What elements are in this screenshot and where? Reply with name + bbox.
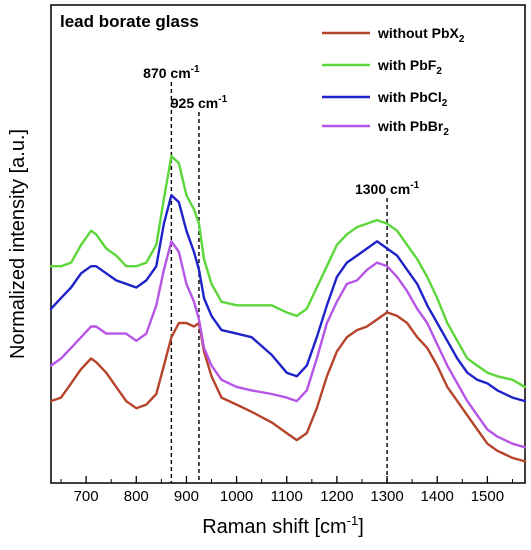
plot-frame bbox=[50, 4, 526, 484]
x-axis-title-end: ] bbox=[358, 516, 364, 538]
x-axis-title-text: Raman shift [cm bbox=[202, 516, 346, 538]
legend-label: with PbF2 bbox=[377, 57, 442, 77]
x-tick-label: 1300 bbox=[370, 488, 403, 505]
series-line-3 bbox=[49, 240, 527, 449]
x-axis-title-sup: -1 bbox=[347, 513, 359, 528]
x-tick-label: 700 bbox=[74, 488, 99, 505]
annotation-label: 925 cm-1 bbox=[171, 94, 228, 111]
x-axis-ticks: 700 800 900 1000 1100 1200 1300 1400 1500 bbox=[60, 476, 513, 505]
legend-label-text: with PbCl bbox=[377, 89, 442, 105]
x-tick-label: 1000 bbox=[220, 488, 253, 505]
x-tick-label: 1200 bbox=[320, 488, 353, 505]
annotation-label-sup: -1 bbox=[191, 64, 200, 75]
legend-label-text: with PbF bbox=[377, 57, 437, 73]
annotation-label-text: 925 cm bbox=[171, 95, 218, 111]
chart-title: lead borate glass bbox=[60, 12, 199, 31]
legend-label-sub: 2 bbox=[442, 98, 448, 109]
series-line-1 bbox=[49, 154, 527, 389]
x-tick-label: 900 bbox=[174, 488, 199, 505]
series-layer bbox=[49, 154, 527, 463]
legend-label: with PbCl2 bbox=[377, 89, 448, 109]
x-tick-label: 1400 bbox=[421, 488, 454, 505]
series-line-2 bbox=[49, 194, 527, 403]
legend-label-sub: 2 bbox=[443, 127, 449, 138]
legend-label-sub: 2 bbox=[436, 66, 442, 77]
annotation-label-text: 1300 cm bbox=[355, 181, 410, 197]
legend-label: without PbX2 bbox=[377, 25, 465, 45]
legend-label-text: with PbBr bbox=[377, 118, 444, 134]
series-line-0 bbox=[49, 311, 527, 463]
legend-label-sub: 2 bbox=[459, 34, 465, 45]
annotation-label-sup: -1 bbox=[410, 180, 419, 191]
annotation-label-sup: -1 bbox=[218, 94, 227, 105]
x-axis-title: Raman shift [cm-1] bbox=[202, 513, 364, 538]
annotation-label: 870 cm-1 bbox=[143, 64, 200, 81]
annotation-label-text: 870 cm bbox=[143, 65, 190, 81]
x-tick-label: 800 bbox=[124, 488, 149, 505]
y-axis-title: Normalized intensity [a.u.] bbox=[7, 129, 29, 359]
x-tick-label: 1500 bbox=[471, 488, 504, 505]
legend-label: with PbBr2 bbox=[377, 118, 449, 138]
annotation-lines bbox=[170, 82, 388, 483]
x-tick-label: 1100 bbox=[271, 488, 303, 505]
annotation-label: 1300 cm-1 bbox=[355, 180, 420, 197]
legend-label-text: without PbX bbox=[377, 25, 460, 41]
